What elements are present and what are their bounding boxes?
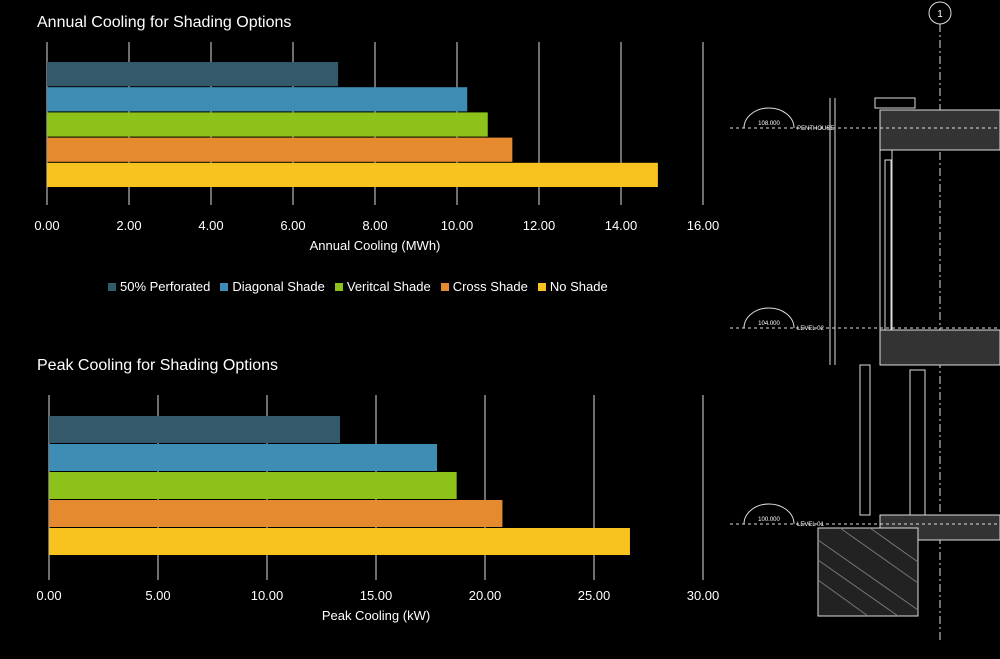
tick-label: 6.00: [280, 218, 305, 233]
level-elevation: 100.000: [758, 517, 780, 523]
legend-label: 50% Perforated: [120, 279, 211, 294]
grid-bubble-label: 1: [937, 9, 943, 20]
x-axis-label: Annual Cooling (MWh): [310, 238, 441, 253]
bar: [47, 162, 658, 187]
tick-label: 0.00: [36, 588, 61, 603]
tick-label: 10.00: [441, 218, 474, 233]
legend-label: Cross Shade: [452, 279, 528, 294]
legend-item: 50% Perforated: [108, 279, 210, 294]
tick-label: 4.00: [198, 218, 223, 233]
legend-swatch: [440, 282, 449, 291]
tick-label: 20.00: [469, 588, 502, 603]
legend-label: Veritcal Shade: [346, 279, 431, 294]
chart2-title: Peak Cooling for Shading Options: [37, 357, 279, 374]
tick-label: 0.00: [34, 218, 59, 233]
level-elevation: 108.000: [758, 121, 780, 127]
level-name: PENTHOUSE: [797, 126, 834, 132]
chart1-title: Annual Cooling for Shading Options: [37, 14, 292, 31]
legend-item: Veritcal Shade: [334, 279, 431, 294]
level-name: LEVEL 02: [797, 326, 824, 332]
tick-label: 14.00: [605, 218, 638, 233]
bar: [47, 112, 488, 137]
annual-cooling-chart: 0.00 2.00 4.00 6.00 8.00 10.00 12.00 14.00 16.00…: [34, 42, 720, 253]
tick-label: 25.00: [578, 588, 611, 603]
legend-label: Diagonal Shade: [232, 279, 325, 294]
legend-item: No Shade: [537, 279, 608, 294]
bar: [49, 416, 341, 443]
tick-label: 15.00: [360, 588, 393, 603]
legend-swatch: [537, 282, 546, 291]
legend-label: No Shade: [549, 279, 608, 294]
bar: [49, 528, 630, 555]
level-name: LEVEL 01: [797, 522, 824, 528]
x-axis-label: Peak Cooling (kW): [322, 608, 430, 623]
tick-label: 30.00: [687, 588, 720, 603]
level-elevation: 104.000: [758, 321, 780, 327]
tick-label: 12.00: [523, 218, 556, 233]
bar: [49, 444, 438, 471]
tick-label: 16.00: [687, 218, 720, 233]
bar: [47, 87, 468, 112]
tick-label: 8.00: [362, 218, 387, 233]
legend: 50% Perforated Diagonal Shade Veritcal S…: [108, 279, 608, 294]
bar: [49, 472, 457, 499]
bar: [47, 137, 513, 162]
tick-label: 10.00: [251, 588, 284, 603]
legend-item: Diagonal Shade: [220, 279, 325, 294]
peak-cooling-chart: 0.00 5.00 10.00 15.00 20.00 25.00 30.00 Peak Co…: [36, 395, 720, 623]
legend-item: Cross Shade: [440, 279, 528, 294]
legend-swatch: [220, 282, 229, 291]
legend-swatch: [334, 282, 343, 291]
legend-swatch: [108, 282, 116, 291]
wall-section-drawing: 1 108.000 PENTHOUSE 104.000 LEVEL 02 100…: [730, 1, 1000, 640]
tick-label: 5.00: [145, 588, 170, 603]
bar: [49, 500, 503, 527]
bar: [47, 62, 339, 87]
tick-label: 2.00: [116, 218, 141, 233]
